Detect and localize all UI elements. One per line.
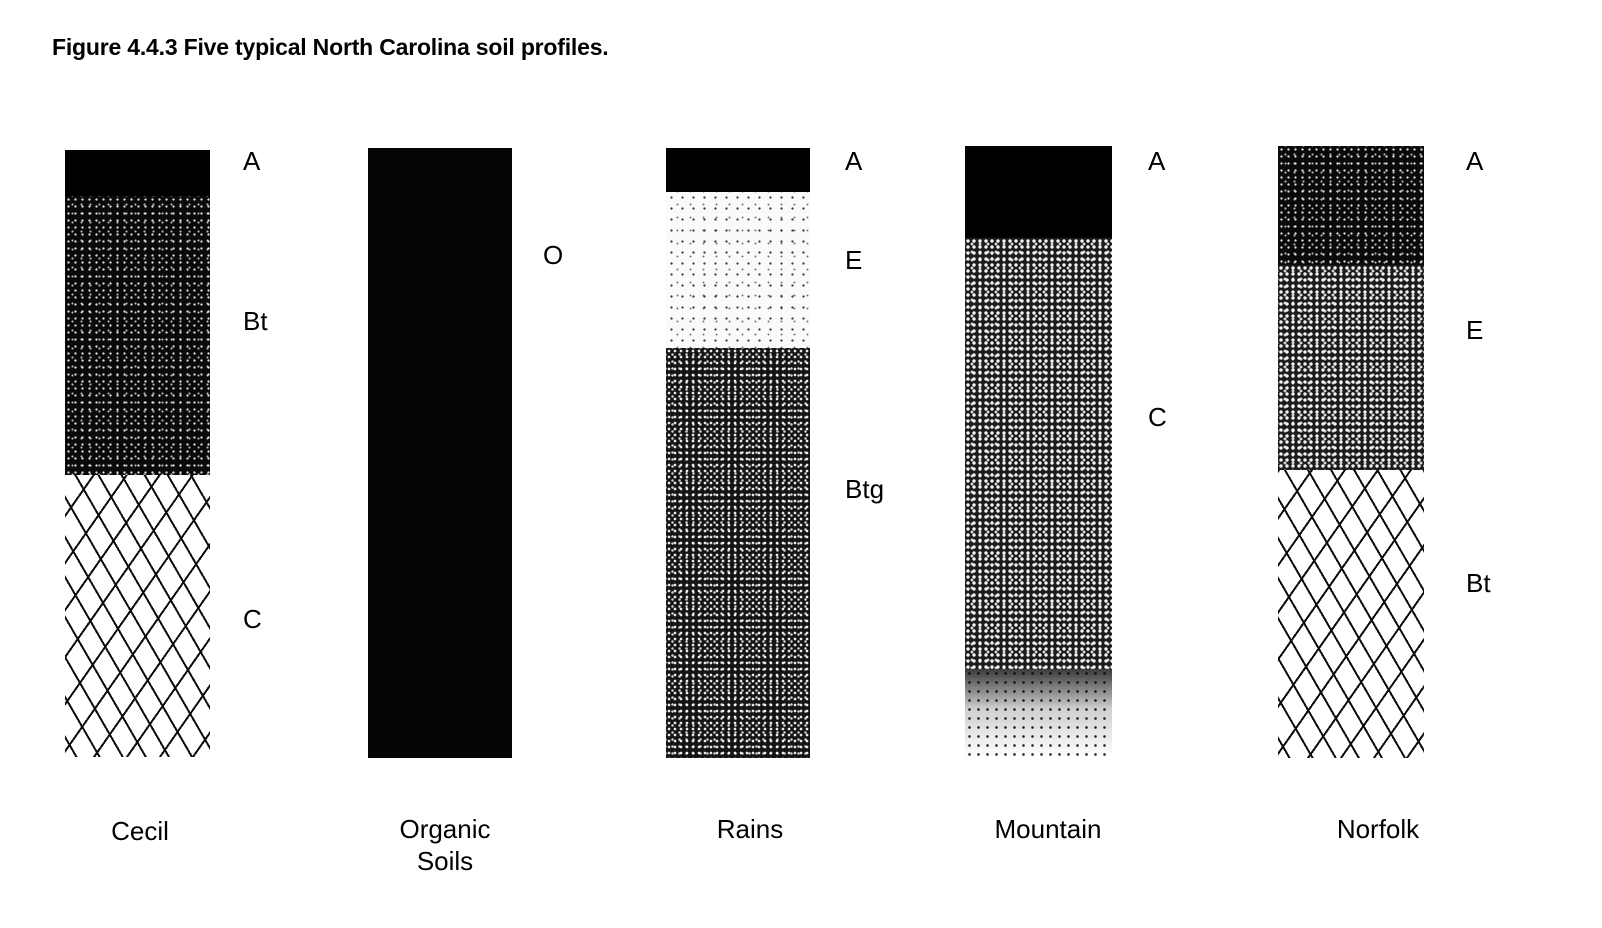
horizon-label: Btg: [845, 474, 885, 504]
soil-name-line: Organic: [399, 814, 491, 844]
soil-name-line: Soils: [416, 846, 474, 876]
horizon-layer-e: [666, 191, 810, 349]
horizon-label: Bt: [243, 306, 268, 336]
horizon-layer-bt: [1278, 470, 1424, 758]
horizon-layer-e: [1278, 265, 1424, 471]
horizon-layer-c: [65, 474, 210, 757]
horizon-label: Bt: [1466, 568, 1491, 598]
soil-name-line: Norfolk: [1336, 814, 1420, 844]
soil-name-label: Mountain: [948, 813, 1148, 845]
soil-name-line: Mountain: [994, 814, 1102, 844]
horizon-layer-a: [666, 148, 810, 192]
horizon-label: A: [243, 146, 261, 176]
horizon-label: A: [845, 146, 863, 176]
soil-name-line: Cecil: [111, 816, 169, 846]
soil-name-label: Rains: [650, 813, 850, 845]
soil-name-label: Organic Soils: [345, 813, 545, 877]
horizon-layer-transition: [965, 669, 1112, 758]
horizon-label: E: [1466, 315, 1484, 345]
horizon-label: E: [845, 245, 863, 275]
horizon-label: A: [1148, 146, 1166, 176]
soil-name-label: Norfolk: [1278, 813, 1478, 845]
soil-profile-column-organic: [368, 148, 512, 758]
horizon-label: C: [1148, 402, 1167, 432]
horizon-layer-a: [965, 146, 1112, 238]
horizon-layer-c: [965, 237, 1112, 670]
soil-profile-column-cecil: [65, 150, 210, 757]
horizon-layer-o: [368, 148, 512, 758]
horizon-layer-bt: [65, 195, 210, 475]
horizon-layer-btg: [666, 348, 810, 758]
figure-title: Figure 4.4.3 Five typical North Carolina…: [52, 34, 609, 60]
horizon-label: C: [243, 604, 262, 634]
soil-profile-column-norfolk: [1278, 146, 1424, 758]
horizon-label: A: [1466, 146, 1484, 176]
horizon-layer-a: [65, 150, 210, 196]
soil-name-label: Cecil: [40, 815, 240, 847]
soil-profile-column-rains: [666, 148, 810, 758]
soil-name-line: Rains: [716, 814, 784, 844]
horizon-label: O: [543, 240, 564, 270]
horizon-layer-a: [1278, 146, 1424, 266]
soil-profile-column-mountain: [965, 146, 1112, 758]
